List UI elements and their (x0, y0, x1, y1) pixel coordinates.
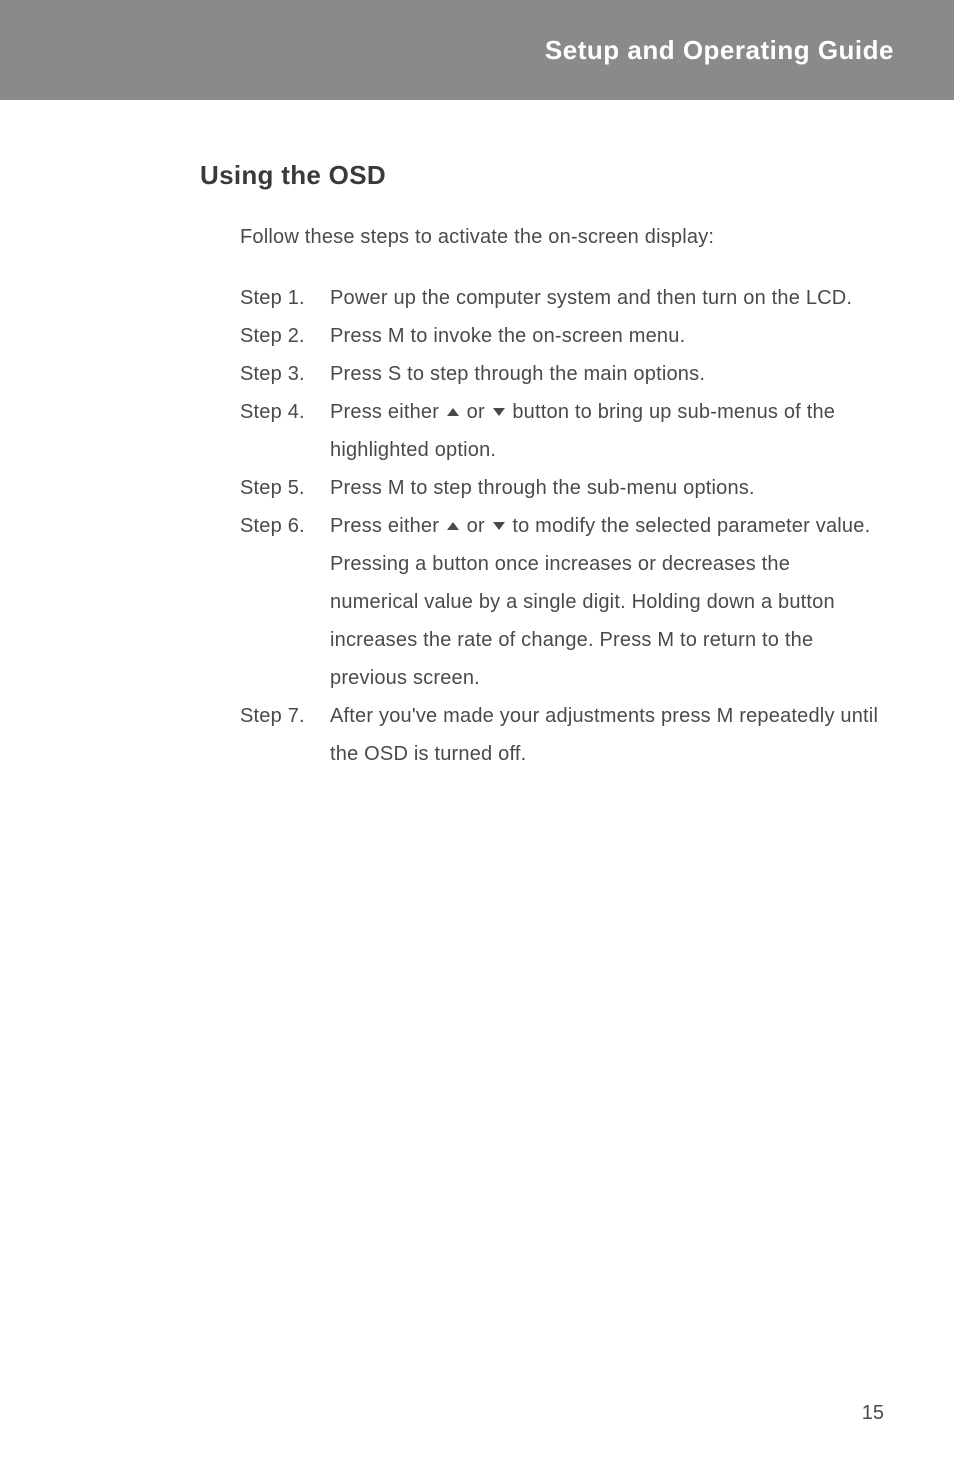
step-label: Step 1. (240, 279, 330, 317)
steps-list: Step 1. Power up the computer system and… (240, 279, 884, 773)
section-title: Using the OSD (200, 160, 884, 191)
step-item: Step 5. Press M to step through the sub-… (240, 469, 884, 507)
intro-text: Follow these steps to activate the on-sc… (240, 226, 884, 249)
step-text: Press either or to modify the selected p… (330, 507, 884, 697)
step-item: Step 2. Press M to invoke the on-screen … (240, 317, 884, 355)
step-text-pre: Press either (330, 515, 445, 537)
step-label: Step 3. (240, 355, 330, 393)
step-label: Step 4. (240, 393, 330, 469)
header-title: Setup and Operating Guide (545, 35, 894, 66)
step-item: Step 3. Press S to step through the main… (240, 355, 884, 393)
step-text: Press either or button to bring up sub-m… (330, 393, 884, 469)
step-label: Step 7. (240, 697, 330, 773)
step-item: Step 7. After you've made your adjustmen… (240, 697, 884, 773)
step-text: Power up the computer system and then tu… (330, 279, 884, 317)
step-text: After you've made your adjustments press… (330, 697, 884, 773)
arrow-up-icon (447, 522, 459, 530)
step-label: Step 6. (240, 507, 330, 697)
step-text-post: to modify the selected parameter value. … (330, 515, 870, 689)
step-label: Step 2. (240, 317, 330, 355)
step-text-pre: Press either (330, 401, 445, 423)
step-text-mid: or (461, 401, 491, 423)
header-bar: Setup and Operating Guide (0, 0, 954, 100)
step-text-mid: or (461, 515, 491, 537)
arrow-up-icon (447, 408, 459, 416)
page-number: 15 (862, 1402, 884, 1425)
step-item: Step 6. Press either or to modify the se… (240, 507, 884, 697)
step-text: Press M to invoke the on-screen menu. (330, 317, 884, 355)
step-text: Press M to step through the sub-menu opt… (330, 469, 884, 507)
step-item: Step 4. Press either or button to bring … (240, 393, 884, 469)
step-item: Step 1. Power up the computer system and… (240, 279, 884, 317)
step-label: Step 5. (240, 469, 330, 507)
arrow-down-icon (493, 522, 505, 530)
step-text: Press S to step through the main options… (330, 355, 884, 393)
arrow-down-icon (493, 408, 505, 416)
content-area: Using the OSD Follow these steps to acti… (0, 100, 954, 773)
